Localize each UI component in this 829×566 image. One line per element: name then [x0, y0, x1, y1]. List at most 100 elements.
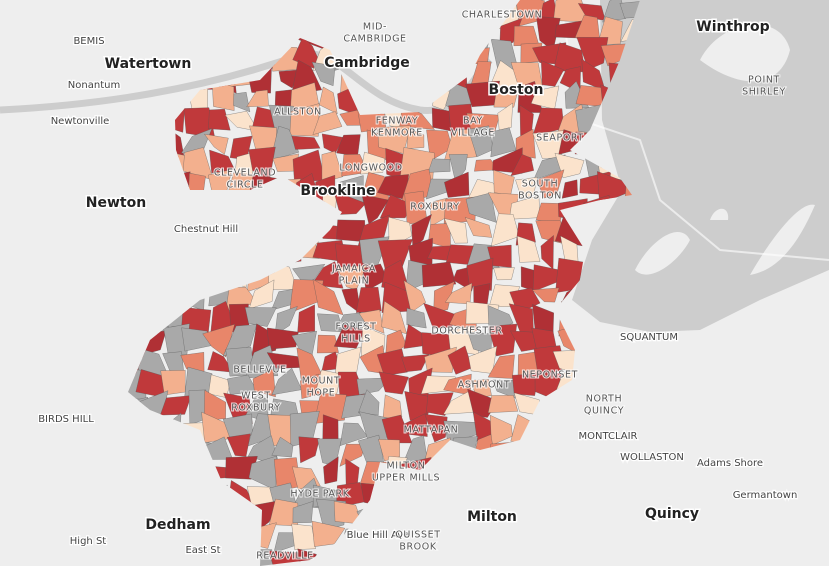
place-label: QUISSET [395, 530, 440, 541]
place-label: MOUNT [302, 376, 341, 387]
tract [402, 412, 428, 437]
tract [222, 324, 258, 357]
tract [379, 194, 413, 219]
place-label: QUINCY [584, 406, 624, 417]
tract [406, 307, 427, 329]
tract [246, 89, 269, 108]
place-label: ROXBURY [231, 403, 280, 414]
place-label: Chestnut Hill [174, 224, 238, 235]
tract [424, 346, 457, 373]
tract [355, 287, 382, 313]
tract [619, 0, 640, 19]
place-label: UPPER MILLS [372, 473, 440, 484]
tract [271, 436, 294, 458]
tract [334, 312, 368, 331]
place-label: BELLEVUE [233, 365, 286, 376]
tract [411, 213, 433, 249]
tract [291, 523, 316, 550]
place-label: East St [185, 545, 220, 556]
tract [292, 500, 314, 524]
place-label: WOLLASTON [620, 452, 684, 463]
tract [203, 133, 229, 155]
place-label: Boston [489, 82, 544, 98]
tract [424, 413, 448, 443]
tract [298, 436, 320, 464]
tract [312, 278, 344, 316]
place-label: BOSTON [518, 191, 562, 202]
tract [510, 153, 535, 177]
place-label: FOREST [336, 322, 377, 333]
tract [159, 395, 192, 416]
place-label: BAY [463, 116, 483, 127]
tract [291, 135, 321, 150]
place-label: WEST [241, 391, 271, 402]
place-label: FENWAY [376, 116, 419, 127]
place-label: BEMIS [73, 36, 104, 47]
tract [378, 439, 400, 462]
place-label: VILLAGE [451, 128, 495, 139]
place-label: MILTON [387, 461, 426, 472]
tract [561, 179, 578, 199]
tract [248, 279, 275, 310]
place-label: DORCHESTER [431, 326, 502, 337]
place-label: Milton [467, 509, 517, 525]
tract [378, 371, 409, 395]
tract [208, 108, 231, 131]
place-label: JAMAICA [331, 264, 376, 275]
tract [401, 354, 430, 373]
tract [602, 0, 627, 23]
place-label: SOUTH [522, 179, 558, 190]
place-label: Newton [86, 195, 146, 211]
place-label: MID- [363, 22, 387, 33]
place-label: High St [70, 536, 107, 547]
place-label: Blue Hill Ave [347, 530, 410, 541]
place-label: BROOK [399, 542, 436, 553]
tract [536, 169, 565, 199]
place-label: READVILLE [256, 551, 314, 562]
tract [225, 455, 258, 480]
tract [319, 86, 338, 115]
tract [443, 218, 468, 244]
place-label: MATTAPAN [404, 425, 459, 436]
tract [433, 281, 455, 313]
tract [274, 305, 298, 336]
place-label: CIRCLE [226, 180, 263, 191]
place-label: Nonantum [68, 80, 120, 91]
place-label: CHARLESTOWN [462, 10, 543, 21]
place-label: MONTCLAIR [578, 431, 637, 442]
tract [160, 369, 186, 396]
place-label: SHIRLEY [742, 87, 786, 98]
place-label: Cambridge [324, 55, 410, 71]
tract [278, 69, 301, 89]
place-label: ALLSTON [274, 107, 322, 118]
place-label: ROXBURY [410, 202, 459, 213]
place-label: Quincy [645, 506, 699, 522]
tract [321, 150, 344, 183]
tract [358, 309, 385, 334]
place-label: SEAPORT [536, 133, 584, 144]
tract [406, 128, 425, 149]
place-label: NEPONSET [522, 370, 578, 381]
tract [233, 91, 251, 113]
tract [289, 103, 320, 137]
tract [382, 394, 403, 422]
place-label: PLAIN [339, 276, 370, 287]
place-label: HOPE [307, 388, 336, 399]
tract [252, 368, 276, 398]
tract [444, 171, 470, 198]
tract [423, 302, 456, 329]
tract [511, 373, 540, 396]
tract [360, 151, 386, 175]
tract [361, 194, 389, 225]
tract [323, 456, 339, 485]
tract [358, 389, 380, 416]
tract [312, 111, 343, 136]
tract [464, 216, 493, 238]
tract [493, 85, 520, 108]
place-label: Newtonville [51, 116, 110, 127]
place-label: HYDE PARK [290, 489, 349, 500]
tract [244, 307, 277, 327]
tract [540, 60, 565, 87]
place-label: SQUANTUM [620, 332, 678, 343]
tract [316, 334, 339, 354]
